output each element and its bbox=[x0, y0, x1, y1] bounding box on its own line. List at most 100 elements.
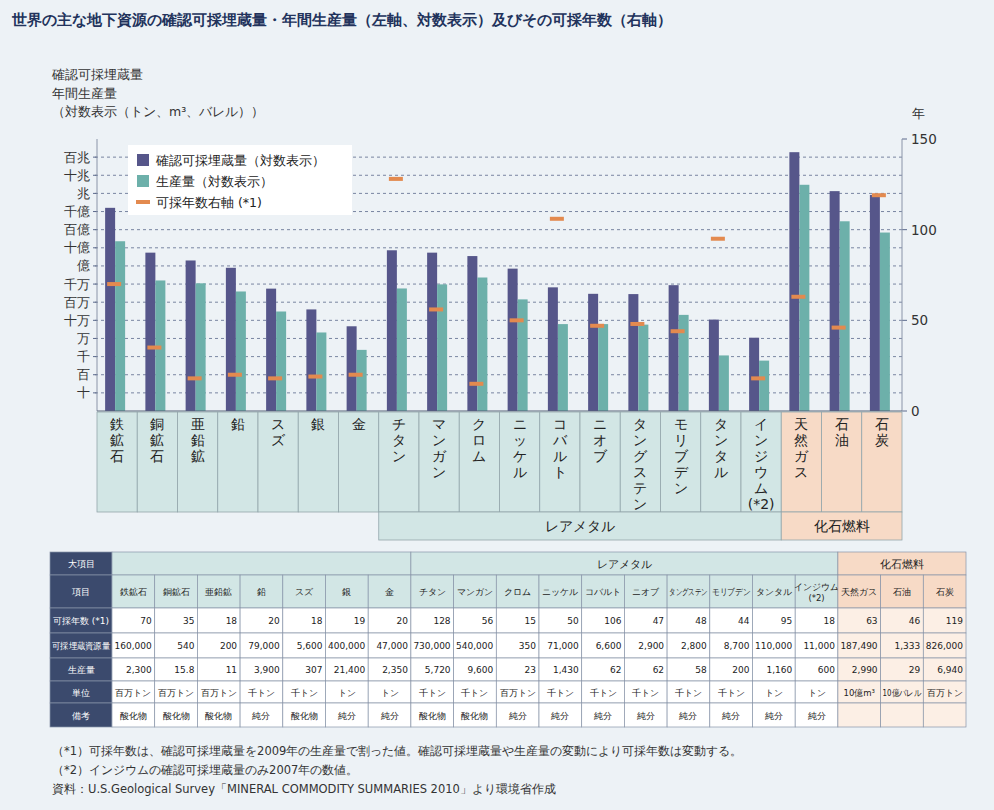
category-char: ニ bbox=[513, 416, 527, 432]
category-char: ン bbox=[633, 496, 647, 512]
table-cell bbox=[710, 703, 753, 727]
category-char: 鉛 bbox=[191, 432, 205, 448]
table-number: 21,400 bbox=[334, 665, 366, 675]
table-text: 千トン bbox=[419, 688, 446, 698]
category-label: 金 bbox=[352, 416, 366, 432]
table-number: 2,990 bbox=[852, 665, 878, 675]
bar bbox=[276, 311, 286, 411]
category-char: ン bbox=[432, 432, 446, 448]
table-number: 47 bbox=[653, 616, 664, 626]
year-marker bbox=[872, 193, 886, 197]
table-cell bbox=[283, 575, 326, 608]
table-cell bbox=[624, 633, 667, 658]
category-label: 鉛 bbox=[231, 416, 245, 432]
table-cell bbox=[496, 658, 539, 681]
table-cell bbox=[496, 633, 539, 658]
table-number: 95 bbox=[781, 616, 792, 626]
table-cell bbox=[326, 658, 369, 681]
category-char: ブ bbox=[593, 448, 608, 464]
category-char: ン bbox=[633, 432, 647, 448]
table-text: マンガン bbox=[457, 587, 493, 597]
table-text: 10億バレル bbox=[883, 688, 922, 698]
table-number: 1,160 bbox=[766, 665, 792, 675]
category-char: ニ bbox=[593, 416, 607, 432]
table-cell bbox=[155, 681, 198, 703]
category-char: タ bbox=[714, 448, 728, 464]
table-cell bbox=[155, 608, 198, 633]
table-cell bbox=[539, 575, 582, 608]
table-number: 540,000 bbox=[456, 641, 493, 651]
category-label: マンガン bbox=[432, 416, 447, 480]
table-text-line: インジウム bbox=[794, 582, 839, 592]
bar bbox=[427, 253, 437, 411]
table-number: 1,333 bbox=[895, 641, 921, 651]
table-text: 純分 bbox=[808, 711, 826, 721]
category-cell bbox=[701, 412, 741, 512]
table-number: 160,000 bbox=[114, 641, 151, 651]
table-number: 23 bbox=[525, 665, 536, 675]
category-char: ル bbox=[553, 448, 567, 464]
y-tick bbox=[93, 374, 97, 375]
category-char: タ bbox=[392, 432, 406, 448]
bar bbox=[880, 233, 890, 411]
table-text: 亜鉛鉱 bbox=[205, 587, 232, 597]
category-cell bbox=[339, 412, 379, 512]
bar bbox=[749, 338, 759, 411]
table-cell bbox=[197, 633, 240, 658]
year-marker bbox=[147, 346, 161, 350]
y2-tick-label: 0 bbox=[911, 403, 920, 419]
table-number: 600 bbox=[818, 665, 835, 675]
y-axis-title: 年間生産量 bbox=[52, 86, 117, 101]
table-text: 千トン bbox=[248, 688, 275, 698]
table-cell bbox=[411, 703, 454, 727]
table-text: 百万トン bbox=[115, 688, 151, 698]
category-char: 然 bbox=[794, 432, 808, 448]
table-number: 128 bbox=[433, 616, 450, 626]
bar bbox=[357, 350, 367, 411]
table-text: トン bbox=[381, 688, 399, 698]
table-cell bbox=[454, 658, 497, 681]
table-cell bbox=[667, 658, 710, 681]
category-label: 石炭 bbox=[875, 416, 889, 448]
category-char: ス bbox=[271, 416, 285, 432]
table-cell bbox=[881, 681, 924, 703]
year-marker bbox=[550, 217, 564, 221]
category-char: ム bbox=[754, 480, 768, 496]
category-label: ニッケル bbox=[513, 416, 527, 480]
table-number: 18 bbox=[311, 616, 323, 626]
table-cell bbox=[155, 703, 198, 727]
table-cell bbox=[326, 703, 369, 727]
table-cell bbox=[582, 633, 625, 658]
table-cell bbox=[368, 703, 411, 727]
year-marker bbox=[469, 382, 483, 386]
table-cell bbox=[112, 608, 155, 633]
grid-line bbox=[95, 320, 905, 321]
table-cell bbox=[454, 681, 497, 703]
y-tick bbox=[93, 338, 97, 339]
y2-tick bbox=[902, 229, 907, 230]
category-cell bbox=[661, 412, 701, 512]
category-label: タングステン bbox=[633, 416, 648, 512]
table-cell bbox=[881, 658, 924, 681]
table-row-header-text: 可採年数 (*1) bbox=[53, 616, 109, 626]
table-number: 9,600 bbox=[468, 665, 494, 675]
table-cell bbox=[838, 633, 881, 658]
category-cell bbox=[218, 412, 258, 512]
table-row-header-text: 可採埋蔵資源量 bbox=[52, 641, 110, 651]
table-cell bbox=[667, 575, 710, 608]
table-text: 百万トン bbox=[500, 688, 536, 698]
page: {"chart_data": { "type": "bar", "title":… bbox=[0, 0, 994, 810]
table-row-header bbox=[50, 633, 112, 658]
category-char: ケ bbox=[513, 448, 527, 464]
category-label: 鉄鉱石 bbox=[110, 416, 124, 464]
year-marker bbox=[228, 373, 242, 377]
table-number: 200 bbox=[732, 665, 749, 675]
table-number: 730,000 bbox=[413, 641, 450, 651]
category-label: チタン bbox=[392, 416, 406, 464]
group-label: 化石燃料 bbox=[814, 518, 870, 534]
category-char: ム bbox=[472, 448, 486, 464]
y-tick-label: 十万 bbox=[64, 313, 90, 328]
table-number: 62 bbox=[610, 665, 621, 675]
table-cell bbox=[112, 658, 155, 681]
table-cell bbox=[539, 608, 582, 633]
